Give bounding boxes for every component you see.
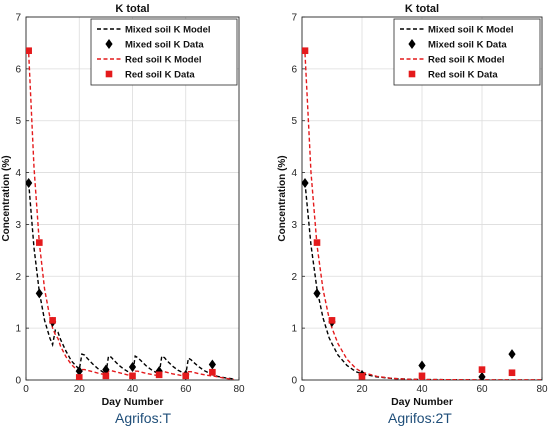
data-point-diamond: [508, 349, 516, 360]
chart-caption-right: Agrifos:2T: [388, 410, 452, 426]
legend-swatch-square: [105, 70, 113, 78]
data-point-square: [508, 369, 516, 377]
y-tick-label: 2: [291, 272, 297, 283]
x-tick-label: 40: [416, 384, 428, 395]
y-tick-label: 1: [15, 324, 21, 335]
chart-caption-left: Agrifos:T: [115, 410, 172, 426]
data-point-square: [358, 373, 366, 380]
legend-label: Mixed soil K Data: [428, 40, 507, 51]
series-line: [304, 53, 542, 380]
data-point-diamond: [26, 177, 33, 188]
data-point-square: [418, 372, 426, 380]
chart-panel-left: 0 20 40 60 80 0 1 2 3 4 5 6 7 K total Day Number Concen…: [1, 3, 245, 408]
x-tick-label: 80: [536, 384, 548, 395]
legend-label: Red soil K Model: [428, 55, 505, 66]
legend-label: Red soil K Data: [125, 70, 195, 81]
x-tick-label: 60: [476, 384, 488, 395]
data-point-square: [36, 239, 43, 246]
y-tick-label: 7: [15, 13, 21, 24]
series-line: [304, 182, 542, 380]
x-tick-label: 20: [356, 384, 368, 395]
y-tick-label: 1: [291, 324, 297, 335]
data-point-square: [313, 239, 321, 246]
y-tick-label: 0: [15, 376, 21, 387]
legend: Mixed soil K Model Mixed soil K Data Red s…: [90, 18, 238, 86]
chart-panel-right: 0 20 40 60 80 0 1 2 3 4 5 6 7 K total Day Number Concen…: [277, 3, 548, 408]
legend-box: [90, 18, 238, 86]
legend-swatch-square: [408, 70, 416, 78]
y-tick-label: 5: [291, 116, 297, 127]
y-tick-label: 4: [291, 168, 297, 179]
series-layer: [26, 47, 234, 380]
data-point-square: [129, 372, 136, 380]
y-tick-label: 4: [15, 168, 21, 179]
series-line: [28, 182, 234, 380]
data-point-square: [328, 317, 336, 324]
y-axis-label: Concentration (%): [277, 155, 288, 241]
data-point-diamond: [128, 362, 137, 373]
x-tick-label: 60: [180, 384, 192, 395]
x-tick-label: 80: [233, 384, 245, 395]
legend-label: Red soil K Model: [125, 55, 202, 66]
legend-label: Red soil K Data: [428, 70, 498, 81]
x-tick-label: 0: [299, 384, 305, 395]
data-point-diamond: [208, 359, 216, 370]
series-layer: [302, 47, 542, 380]
legend-swatch-diamond: [408, 39, 416, 49]
data-point-diamond: [102, 364, 110, 375]
legend-label: Mixed soil K Model: [125, 25, 211, 36]
legend-swatch-diamond: [105, 39, 113, 49]
y-tick-label: 2: [15, 272, 21, 283]
data-point-diamond: [35, 288, 43, 299]
data-point-square: [49, 317, 56, 324]
data-point-square: [155, 371, 163, 379]
data-point-diamond: [313, 288, 321, 299]
x-tick-label: 20: [74, 384, 86, 395]
data-point-square: [102, 372, 110, 380]
y-tick-label: 6: [15, 64, 21, 75]
data-point-square: [26, 47, 32, 55]
data-point-diamond: [75, 366, 83, 377]
y-tick-label: 3: [291, 220, 297, 231]
y-axis-label: Concentration (%): [1, 155, 12, 241]
y-tick-label: 6: [291, 64, 297, 75]
data-point-square: [209, 368, 216, 376]
data-point-diamond: [478, 371, 486, 380]
data-point-diamond: [418, 360, 426, 371]
y-tick-label: 7: [291, 13, 297, 24]
y-tick-label: 0: [291, 376, 297, 387]
legend-label: Mixed soil K Model: [428, 25, 514, 36]
y-tick-label: 5: [15, 116, 21, 127]
x-axis-label: Day Number: [391, 396, 453, 408]
chart-title: K total: [405, 3, 439, 15]
data-point-square: [302, 47, 309, 55]
data-point-square: [182, 372, 190, 380]
x-tick-label: 0: [23, 384, 29, 395]
legend: Mixed soil K Model Mixed soil K Data Red s…: [393, 18, 541, 86]
data-point-square: [75, 374, 83, 380]
series-line: [28, 53, 234, 380]
y-tick-label: 3: [15, 220, 21, 231]
legend-box: [393, 18, 541, 86]
data-point-square: [478, 366, 486, 373]
x-axis-label: Day Number: [102, 396, 164, 408]
chart-title: K total: [115, 3, 149, 15]
x-tick-label: 40: [127, 384, 139, 395]
data-point-diamond: [302, 177, 309, 188]
legend-label: Mixed soil K Data: [125, 40, 204, 51]
